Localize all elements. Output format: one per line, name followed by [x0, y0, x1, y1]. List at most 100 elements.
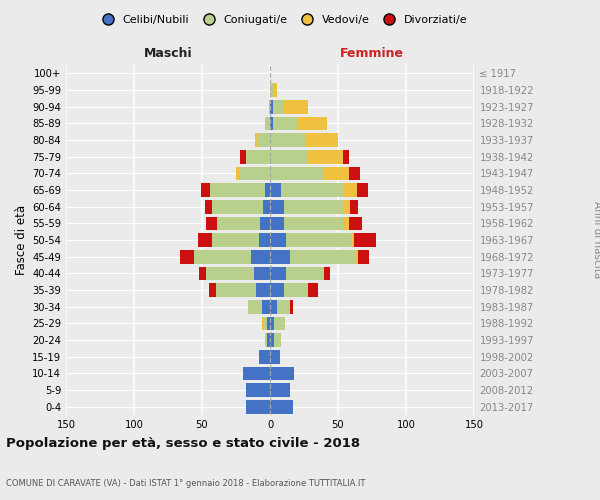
Bar	[199, 266, 206, 280]
Bar	[270, 166, 325, 180]
Bar	[270, 266, 286, 280]
Bar	[267, 316, 270, 330]
Bar	[270, 250, 290, 264]
Text: Anni di nascita: Anni di nascita	[592, 202, 600, 278]
Bar	[267, 333, 270, 347]
Bar	[198, 233, 212, 247]
Bar	[270, 150, 308, 164]
Bar	[286, 233, 352, 247]
Bar	[258, 133, 270, 147]
Bar	[265, 116, 270, 130]
Bar	[259, 350, 270, 364]
Bar	[265, 333, 267, 347]
Bar	[209, 283, 215, 297]
Bar	[281, 183, 343, 197]
Bar	[290, 250, 356, 264]
Bar	[259, 233, 270, 247]
Bar	[273, 100, 284, 114]
Bar	[206, 216, 217, 230]
Bar	[206, 266, 254, 280]
Bar	[343, 200, 350, 213]
Bar	[194, 250, 251, 264]
Bar	[274, 333, 281, 347]
Bar	[217, 216, 260, 230]
Bar	[263, 316, 267, 330]
Bar	[349, 216, 362, 230]
Bar	[212, 200, 263, 213]
Bar	[325, 166, 349, 180]
Bar	[284, 283, 308, 297]
Text: Maschi: Maschi	[143, 47, 193, 60]
Bar	[270, 133, 305, 147]
Bar	[256, 283, 270, 297]
Text: COMUNE DI CARAVATE (VA) - Dati ISTAT 1° gennaio 2018 - Elaborazione TUTTITALIA.I: COMUNE DI CARAVATE (VA) - Dati ISTAT 1° …	[6, 478, 365, 488]
Bar	[263, 200, 270, 213]
Bar	[205, 200, 212, 213]
Y-axis label: Fasce di età: Fasce di età	[15, 205, 28, 275]
Bar	[255, 133, 258, 147]
Bar	[260, 216, 270, 230]
Bar	[343, 183, 357, 197]
Bar	[265, 183, 270, 197]
Text: Femmine: Femmine	[340, 47, 404, 60]
Bar	[357, 183, 368, 197]
Bar	[270, 350, 280, 364]
Bar	[210, 183, 265, 197]
Bar	[215, 283, 256, 297]
Bar	[290, 300, 293, 314]
Bar	[270, 383, 290, 397]
Bar	[284, 216, 343, 230]
Bar	[240, 150, 245, 164]
Bar	[325, 266, 330, 280]
Bar	[343, 150, 349, 164]
Bar	[262, 316, 263, 330]
Bar	[245, 150, 270, 164]
Bar	[270, 216, 284, 230]
Bar	[284, 200, 343, 213]
Bar	[262, 300, 270, 314]
Bar	[270, 183, 281, 197]
Bar	[308, 283, 317, 297]
Bar	[248, 300, 262, 314]
Bar	[245, 383, 270, 397]
Bar	[356, 250, 358, 264]
Bar	[251, 250, 270, 264]
Bar	[358, 250, 369, 264]
Bar	[305, 133, 338, 147]
Bar	[200, 183, 210, 197]
Bar	[274, 316, 285, 330]
Bar	[343, 216, 349, 230]
Bar	[349, 166, 360, 180]
Bar	[270, 300, 277, 314]
Bar	[270, 283, 284, 297]
Bar	[270, 116, 273, 130]
Bar	[273, 116, 297, 130]
Bar	[245, 400, 270, 413]
Bar	[308, 150, 343, 164]
Bar	[350, 200, 358, 213]
Bar	[269, 100, 270, 114]
Bar	[273, 83, 277, 97]
Bar	[277, 300, 290, 314]
Bar	[240, 166, 270, 180]
Bar	[236, 166, 240, 180]
Bar	[270, 333, 274, 347]
Bar	[270, 233, 286, 247]
Bar	[284, 100, 308, 114]
Bar	[355, 233, 376, 247]
Bar	[270, 316, 274, 330]
Bar	[270, 83, 273, 97]
Bar	[180, 250, 194, 264]
Bar	[270, 100, 273, 114]
Text: Popolazione per età, sesso e stato civile - 2018: Popolazione per età, sesso e stato civil…	[6, 437, 360, 450]
Bar	[286, 266, 325, 280]
Bar	[270, 400, 293, 413]
Bar	[270, 200, 284, 213]
Bar	[297, 116, 327, 130]
Legend: Celibi/Nubili, Coniugati/e, Vedovi/e, Divorziati/e: Celibi/Nubili, Coniugati/e, Vedovi/e, Di…	[92, 10, 472, 29]
Bar	[352, 233, 355, 247]
Bar	[254, 266, 270, 280]
Bar	[243, 366, 270, 380]
Bar	[270, 366, 295, 380]
Bar	[212, 233, 259, 247]
